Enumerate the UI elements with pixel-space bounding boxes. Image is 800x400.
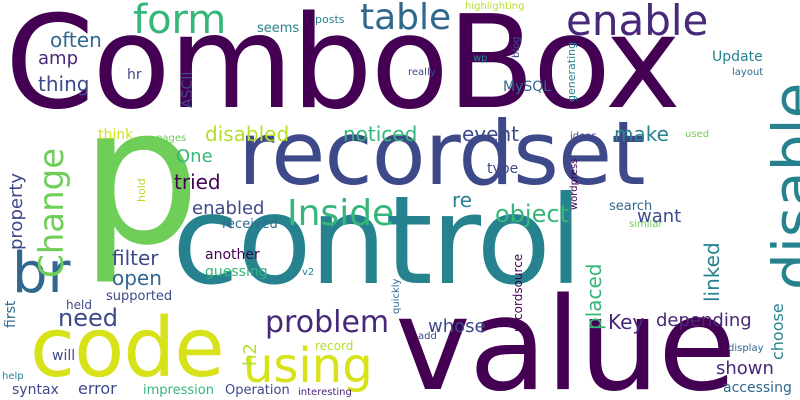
word: placed <box>582 263 606 330</box>
word: held <box>66 298 92 312</box>
word: will <box>52 348 76 364</box>
word: generating <box>565 41 578 102</box>
word: choose <box>768 303 787 360</box>
word: v2 <box>302 267 315 278</box>
word: recordset <box>238 102 646 205</box>
word: disable <box>760 82 800 290</box>
word: Inside <box>287 193 395 234</box>
word: MySQL <box>503 79 552 95</box>
word: type <box>487 161 519 177</box>
word: think <box>98 127 134 143</box>
word: ideas <box>570 131 597 142</box>
word: help <box>2 371 24 382</box>
word: linked <box>700 242 724 302</box>
word: Update <box>712 49 763 65</box>
word: object <box>495 200 569 228</box>
word: syntax <box>12 382 59 398</box>
word: depending <box>656 310 752 331</box>
word: open <box>112 266 162 290</box>
word: similar <box>629 219 663 230</box>
word: search <box>609 199 653 214</box>
word: table <box>360 0 452 38</box>
word: re <box>452 188 473 212</box>
word: hr <box>127 67 142 83</box>
word: control <box>172 170 583 312</box>
word: form <box>133 0 227 43</box>
word: guessing <box>205 264 268 280</box>
word: thing <box>38 72 90 96</box>
word: wordpress <box>569 158 580 210</box>
word: display <box>728 343 764 354</box>
word: highlighting <box>465 1 525 12</box>
word: impression <box>143 383 214 398</box>
word: h2 <box>240 343 261 366</box>
word: One <box>176 146 213 167</box>
word: property <box>6 172 27 250</box>
word: code <box>30 301 225 396</box>
word: amp <box>38 48 78 69</box>
word: enabled <box>192 198 265 219</box>
word: interesting <box>298 387 352 398</box>
word: blog <box>511 36 522 58</box>
word: disabled <box>205 122 290 146</box>
word: wp <box>473 53 488 64</box>
word: filter <box>112 246 159 270</box>
word: enable <box>566 0 709 45</box>
word: supported <box>106 289 173 304</box>
word: often <box>50 28 102 52</box>
word: event <box>462 122 519 146</box>
word: problem <box>265 305 390 340</box>
word: used <box>685 129 710 140</box>
word: received <box>222 217 278 232</box>
word: error <box>78 379 117 398</box>
word: ComboBox <box>5 0 681 138</box>
word: first <box>3 300 19 328</box>
word: accessing <box>723 380 792 396</box>
word: shown <box>716 358 774 379</box>
word: Operation <box>225 383 290 398</box>
word: recordsource <box>511 253 525 332</box>
word: add <box>418 331 437 342</box>
word: seems <box>257 21 300 36</box>
word: record <box>315 339 354 353</box>
word: layout <box>732 67 764 78</box>
word: need <box>58 304 118 332</box>
word: want <box>637 206 682 227</box>
word: posts <box>315 13 345 26</box>
word: quickly <box>391 278 402 314</box>
word: tried <box>174 170 221 194</box>
word: br <box>12 241 71 306</box>
word: Change <box>32 147 72 278</box>
word: noticed <box>343 122 418 146</box>
word: Key <box>608 310 645 334</box>
word: using <box>243 338 373 394</box>
word: really <box>408 67 436 78</box>
word: pages <box>156 133 187 144</box>
word: make <box>614 122 669 146</box>
word: ASCII <box>180 71 196 109</box>
word: p <box>80 66 201 287</box>
word: hold <box>135 178 148 202</box>
word: whose <box>428 316 486 337</box>
word: another <box>205 247 260 263</box>
word: value <box>395 271 737 400</box>
